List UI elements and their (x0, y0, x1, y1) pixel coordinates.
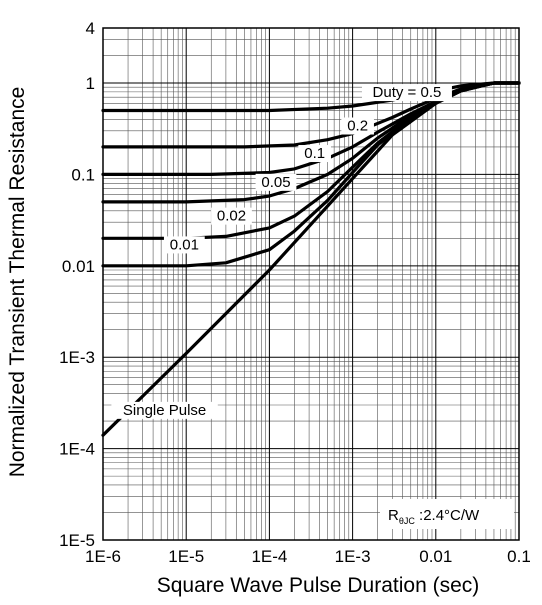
y-tick-label: 0.1 (71, 165, 95, 184)
y-tick-label: 1 (86, 74, 95, 93)
curve-label: 0.1 (304, 145, 325, 162)
curve-label: 0.2 (347, 118, 368, 135)
curve-label: 0.01 (170, 236, 199, 253)
x-tick-label: 1E-4 (251, 547, 287, 566)
y-tick-label: 1E-4 (59, 440, 95, 459)
y-axis-title: Normalized Transient Thermal Resistance (6, 87, 29, 478)
curve-labels: Duty = 0.5 0.2 0.1 0.05 0.02 0.01 Single Pulse (111, 84, 452, 419)
y-tick-label: 0.01 (62, 257, 95, 276)
x-tick-labels: 1E-6 1E-5 1E-4 1E-3 0.01 0.1 (85, 547, 531, 566)
curve-label-backdrop (361, 84, 452, 102)
curve-single-pulse (101, 81, 521, 437)
minor-grid (103, 27, 519, 540)
curve-label-backdrop (255, 173, 297, 191)
curve-label-backdrop (298, 145, 331, 163)
y-tick-label: 4 (86, 19, 95, 38)
annotation-text: RθJC :2.4°C/W (388, 507, 480, 526)
y-tick-label: 1E-5 (59, 531, 95, 550)
curve-label-backdrop (163, 236, 205, 254)
curve-label-backdrop (111, 401, 218, 419)
curve-label: 0.02 (217, 208, 246, 225)
x-tick-label: 1E-5 (168, 547, 204, 566)
plot-frame (102, 27, 520, 541)
curve-label-backdrop (211, 207, 252, 225)
x-tick-label: 0.01 (419, 547, 452, 566)
curve-label: 0.05 (261, 174, 290, 191)
x-axis-title: Square Wave Pulse Duration (sec) (157, 574, 480, 597)
y-tick-label: 1E-3 (59, 348, 95, 367)
curve-label-backdrop (341, 117, 374, 135)
x-tick-label: 1E-6 (85, 547, 121, 566)
curve-label: Single Pulse (123, 402, 206, 419)
x-tick-label: 0.1 (507, 547, 531, 566)
annotation-backdrop (380, 499, 514, 529)
x-tick-label: 1E-3 (335, 547, 371, 566)
rthjc-annotation: RθJC :2.4°C/W (380, 499, 514, 529)
y-tick-labels: 4 1 0.1 0.01 1E-3 1E-4 1E-5 (59, 19, 95, 550)
curve-label: Duty = 0.5 (373, 84, 442, 101)
